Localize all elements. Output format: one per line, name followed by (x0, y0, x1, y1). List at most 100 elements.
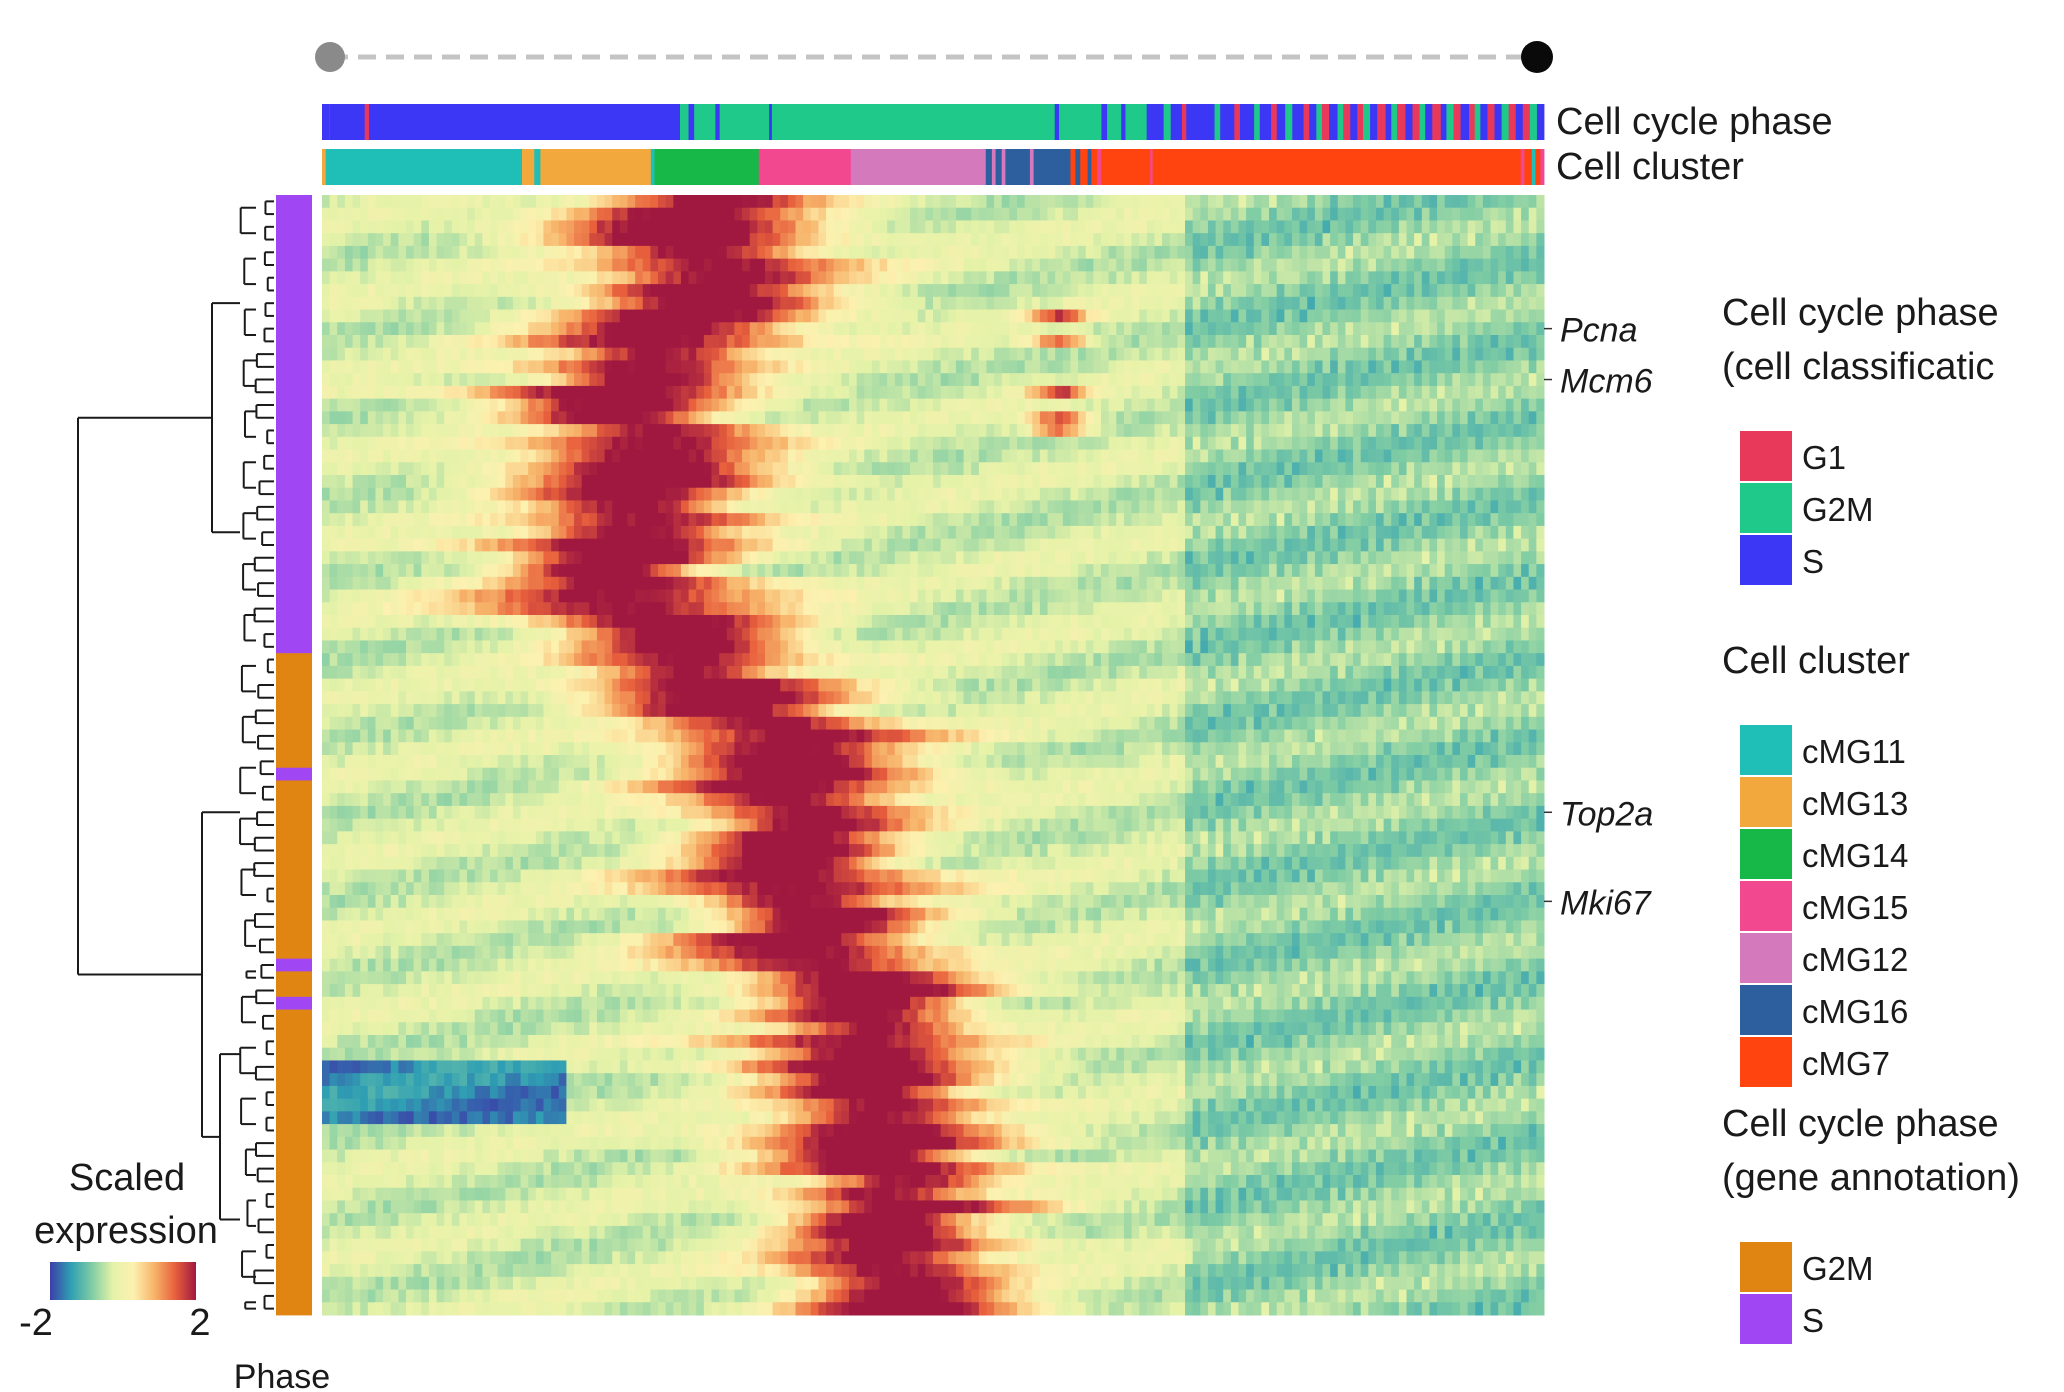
heatmap-cell (1505, 462, 1514, 476)
heatmap-cell (1009, 449, 1018, 463)
heatmap-cell (910, 195, 919, 209)
heatmap-cell (948, 513, 957, 527)
heatmap-cell (1047, 271, 1056, 285)
heatmap-cell (1185, 475, 1194, 489)
heatmap-cell (635, 487, 644, 501)
heatmap-cell (589, 424, 598, 438)
heatmap-cell (451, 436, 460, 451)
heatmap-cell (1314, 335, 1324, 349)
track-segment (1070, 149, 1076, 185)
heatmap-cell (467, 436, 476, 451)
heatmap-cell (1055, 335, 1064, 349)
heatmap-cell (1444, 462, 1453, 476)
heatmap-cell (726, 487, 735, 501)
heatmap-cell (1383, 551, 1392, 565)
heatmap-cell (925, 475, 934, 489)
heatmap-cell (1078, 373, 1087, 387)
heatmap-cell (1238, 500, 1247, 514)
heatmap-cell (360, 220, 369, 234)
heatmap-cell (1070, 195, 1079, 209)
heatmap-cell (1154, 258, 1163, 272)
heatmap-cell (1353, 462, 1362, 476)
heatmap-cell (398, 551, 407, 565)
heatmap-cell (848, 487, 858, 501)
heatmap-cell (1307, 195, 1316, 209)
heatmap-cell (444, 335, 453, 349)
heatmap-cell (383, 207, 392, 221)
heatmap-cell (1039, 424, 1049, 438)
heatmap-cell (978, 551, 987, 565)
heatmap-cell (512, 436, 522, 451)
heatmap-cell (596, 576, 606, 591)
heatmap-cell (1154, 322, 1163, 336)
heatmap-cell (1246, 233, 1255, 247)
heatmap-cell (810, 195, 819, 209)
heatmap-cell (642, 347, 651, 361)
heatmap-cell (757, 360, 766, 374)
heatmap-cell (1498, 564, 1507, 578)
heatmap-cell (1055, 436, 1064, 451)
heatmap-cell (1093, 220, 1102, 234)
heatmap-cell (1269, 233, 1278, 247)
heatmap-cell (1437, 449, 1446, 463)
heatmap-cell (1261, 271, 1270, 285)
heatmap-cell (650, 564, 659, 578)
heatmap-cell (986, 335, 995, 349)
heatmap-cell (826, 220, 835, 234)
heatmap-cell (459, 245, 468, 260)
heatmap-cell (627, 335, 636, 349)
heatmap-cell (596, 347, 606, 361)
heatmap-cell (787, 449, 797, 463)
heatmap-cell (1116, 525, 1125, 540)
heatmap-cell (635, 296, 644, 311)
heatmap-cell (1314, 525, 1324, 540)
heatmap-cell (360, 411, 369, 425)
heatmap-cell (612, 195, 621, 209)
heatmap-cell (734, 220, 743, 234)
heatmap-cell (680, 411, 690, 425)
heatmap-cell (1528, 538, 1537, 552)
heatmap-cell (955, 487, 965, 501)
heatmap-cell (894, 373, 903, 387)
heatmap-cell (436, 322, 445, 336)
heatmap-cell (1314, 233, 1324, 247)
heatmap-cell (864, 551, 873, 565)
heatmap-cell (551, 385, 560, 400)
heatmap-cell (398, 195, 407, 209)
heatmap-cell (1467, 513, 1476, 527)
heatmap-cell (1414, 335, 1423, 349)
heatmap-cell (1009, 322, 1018, 336)
heatmap-cell (795, 322, 804, 336)
heatmap-cell (818, 462, 827, 476)
heatmap-cell (955, 513, 965, 527)
heatmap-cell (337, 195, 346, 209)
heatmap-cell (1475, 245, 1484, 260)
heatmap-cell (795, 513, 804, 527)
heatmap-cell (642, 564, 651, 578)
heatmap-cell (528, 360, 537, 374)
heatmap-cell (887, 322, 896, 336)
heatmap-cell (933, 207, 942, 221)
heatmap-cell (612, 462, 621, 476)
heatmap-cell (1123, 424, 1133, 438)
heatmap-cell (497, 576, 506, 591)
heatmap-cell (1375, 347, 1385, 361)
heatmap-cell (1482, 245, 1492, 260)
heatmap-cell (383, 271, 392, 285)
heatmap-cell (344, 322, 354, 336)
heatmap-cell (451, 322, 460, 336)
heatmap-cell (955, 258, 965, 272)
heatmap-cell (581, 233, 590, 247)
heatmap-cell (1230, 195, 1239, 209)
heatmap-cell (986, 271, 995, 285)
heatmap-cell (688, 564, 697, 578)
heatmap-cell (818, 322, 827, 336)
heatmap-cell (1414, 398, 1423, 412)
heatmap-cell (474, 500, 483, 514)
heatmap-cell (612, 220, 621, 234)
heatmap-cell (1375, 475, 1385, 489)
heatmap-cell (581, 360, 590, 374)
heatmap-cell (558, 322, 567, 336)
heatmap-cell (490, 525, 499, 540)
heatmap-cell (665, 462, 674, 476)
